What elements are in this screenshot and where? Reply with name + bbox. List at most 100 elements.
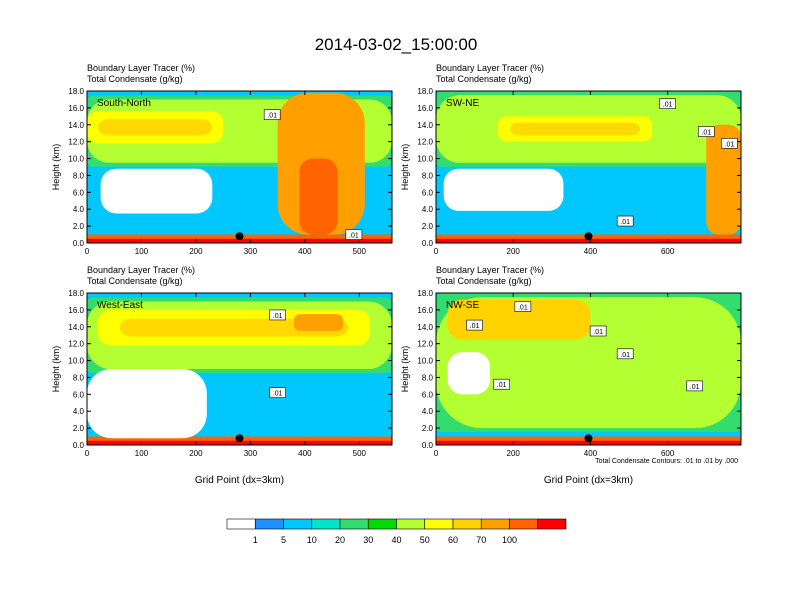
y-tick-label: 2.0 <box>73 424 85 433</box>
panel-section-label: SW-NE <box>446 98 479 109</box>
contour-label: .01 <box>620 219 630 226</box>
y-tick-label: 18.0 <box>417 87 433 96</box>
y-tick-label: 18.0 <box>68 87 84 96</box>
y-tick-label: 4.0 <box>422 407 434 416</box>
surface-layer-core <box>87 238 392 243</box>
plot-frame <box>86 90 393 244</box>
panel-section-label: West-East <box>97 300 143 311</box>
colorbar-label: 60 <box>448 535 458 545</box>
colorbar-swatch <box>226 518 256 530</box>
y-tick-label: 8.0 <box>422 373 434 382</box>
contour-label-box <box>616 348 634 360</box>
surface-layer-core <box>436 238 741 243</box>
colorbar-swatch <box>367 518 397 530</box>
x-tick-label: 100 <box>135 449 149 458</box>
contour-label: .01 <box>701 130 711 137</box>
y-tick-label: 6.0 <box>422 188 434 197</box>
y-tick-label: 8.0 <box>422 171 434 180</box>
feature-clear <box>100 168 213 214</box>
colorbar-label: 70 <box>476 535 486 545</box>
contour-label: .01 <box>620 352 630 359</box>
contour-label-box <box>269 309 286 321</box>
y-tick-label: 14.0 <box>68 323 84 332</box>
contour-label-box <box>589 325 607 337</box>
contour-label-box <box>721 138 738 149</box>
contour-note: Total Condensate Contours: .01 to .01 by… <box>595 458 738 465</box>
feature-clear <box>447 352 491 395</box>
panels: 0.0 2.0 4.0 6.0 8.0 10.0 12.0 14.0 16.0 18.0 0 100 2… <box>51 63 742 486</box>
y-tick-label: 2.0 <box>73 222 85 231</box>
colorbar-swatch <box>452 518 482 530</box>
y-tick-label: 12.0 <box>68 138 84 147</box>
x-tick-label: 300 <box>244 449 258 458</box>
contour-label: .01 <box>690 384 700 391</box>
field-west-east <box>87 293 392 445</box>
x-tick-label: 300 <box>244 247 258 256</box>
x-tick-label: 600 <box>661 247 675 256</box>
x-tick-label: 0 <box>85 449 90 458</box>
y-tick-label: 6.0 <box>73 390 85 399</box>
colorbar-label: 10 <box>307 535 317 545</box>
colorbar-label: 20 <box>335 535 345 545</box>
colorbar-swatch <box>424 518 454 530</box>
colorbar-label: 30 <box>363 535 373 545</box>
contour-label-box <box>269 387 286 398</box>
x-tick-label: 100 <box>135 247 149 256</box>
y-axis-label: Height (km) <box>400 144 410 191</box>
x-tick-label: 400 <box>298 247 312 256</box>
contour-label-box <box>263 109 281 120</box>
plot-frame <box>435 292 742 446</box>
panel-west-east: 0.0 2.0 4.0 6.0 8.0 10.0 12.0 14.0 16.0 18.0 0 100 2… <box>51 265 393 486</box>
colorbar-swatch <box>311 518 341 530</box>
location-marker <box>235 434 244 443</box>
y-tick-label: 14.0 <box>417 121 433 130</box>
y-tick-label: 10.0 <box>417 155 433 164</box>
feature-anvil-core-peak <box>97 119 213 136</box>
feature-clear <box>87 369 207 439</box>
y-tick-label: 0.0 <box>422 239 434 248</box>
x-tick-label: 600 <box>661 449 675 458</box>
panel-var2-title: Total Condensate (g/kg) <box>87 74 183 84</box>
contour-label-box <box>345 229 363 240</box>
figure-title: 2014-03-02_15:00:00 <box>315 35 478 54</box>
y-tick-label: 14.0 <box>68 121 84 130</box>
panel-var2-title: Total Condensate (g/kg) <box>436 276 532 286</box>
colorbar-label: 5 <box>281 535 286 545</box>
location-marker <box>584 232 593 241</box>
y-tick-label: 10.0 <box>417 357 433 366</box>
panel-sw-ne: 0.0 2.0 4.0 6.0 8.0 10.0 12.0 14.0 16.0 18.0 0 200 4… <box>400 63 742 256</box>
feature-updraft-core <box>299 158 338 235</box>
feature-anvil-core-peak <box>119 318 349 337</box>
y-tick-label: 14.0 <box>417 323 433 332</box>
y-axis-label: Height (km) <box>51 144 61 191</box>
panel-section-label: South-North <box>97 98 151 109</box>
contour-label: .01 <box>663 102 673 109</box>
x-tick-label: 0 <box>434 247 439 256</box>
x-tick-label: 200 <box>189 247 203 256</box>
contour-label: .01 <box>470 323 480 330</box>
contour-label: .01 <box>725 141 735 148</box>
y-tick-label: 16.0 <box>68 104 84 113</box>
y-tick-label: 0.0 <box>422 441 434 450</box>
panel-nw-se: 0.0 2.0 4.0 6.0 8.0 10.0 12.0 14.0 16.0 18.0 0 200 4… <box>400 265 742 486</box>
colorbar-swatch <box>254 518 284 530</box>
y-tick-label: 18.0 <box>68 289 84 298</box>
surface-layer-core <box>87 440 392 445</box>
x-axis-label: Grid Point (dx=3km) <box>544 475 633 486</box>
contour-label-box <box>697 126 715 137</box>
y-tick-label: 4.0 <box>73 205 85 214</box>
plot-frame <box>86 292 393 446</box>
feature-anvil-core-peak <box>510 122 640 136</box>
colorbar-swatch <box>396 518 426 530</box>
plot-frame <box>435 90 742 244</box>
y-tick-label: 4.0 <box>73 407 85 416</box>
y-tick-label: 8.0 <box>73 171 85 180</box>
x-tick-label: 0 <box>85 247 90 256</box>
contour-label-box <box>659 98 676 109</box>
colorbar-swatch <box>537 518 567 530</box>
colorbar-swatch <box>283 518 313 530</box>
colorbar-label: 40 <box>391 535 401 545</box>
contour-label: .01 <box>593 329 603 336</box>
contour-label-box <box>466 319 483 331</box>
